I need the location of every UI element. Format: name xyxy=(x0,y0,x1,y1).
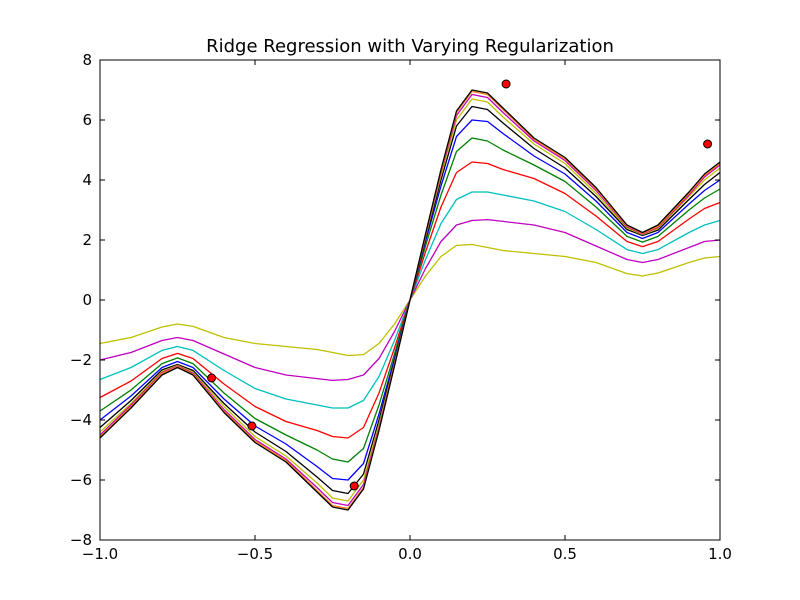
series-line-10 xyxy=(99,218,721,382)
x-tick-label: −0.5 xyxy=(237,545,273,563)
y-tick-label: −2 xyxy=(70,351,92,369)
chart-title: Ridge Regression with Varying Regulariza… xyxy=(206,36,614,57)
x-tick-label: 0.5 xyxy=(553,545,577,563)
y-tick-label: 0 xyxy=(82,291,92,309)
series-line-11 xyxy=(99,243,721,357)
x-tick-label: −1.0 xyxy=(82,545,118,563)
y-tick-label: 4 xyxy=(82,171,92,189)
ticks-layer: −1.0 −0.5 0.0 0.5 1.0 −8 −6 −4 −2 0 2 4 6 8 xyxy=(70,51,732,563)
series-line-9 xyxy=(99,191,721,409)
points-layer xyxy=(207,79,713,491)
y-tick-label: −4 xyxy=(70,411,92,429)
y-tick-label: −8 xyxy=(70,531,92,549)
data-point-2 xyxy=(247,421,257,431)
y-tick-label: 6 xyxy=(82,111,92,129)
y-tick-label: −6 xyxy=(70,471,92,489)
series-line-1 xyxy=(99,89,721,511)
y-tick-label: 8 xyxy=(82,51,92,69)
y-tick-label: 2 xyxy=(82,231,92,249)
data-point-3 xyxy=(349,481,359,491)
plot-area: −1.0 −0.5 0.0 0.5 1.0 −8 −6 −4 −2 0 2 4 6 8 xyxy=(70,51,732,563)
x-tick-label: 0.0 xyxy=(398,545,422,563)
series-layer xyxy=(99,89,721,511)
series-line-8 xyxy=(99,161,721,439)
data-point-4 xyxy=(501,79,511,89)
data-point-5 xyxy=(703,139,713,149)
data-point-1 xyxy=(207,373,217,383)
x-tick-label: 1.0 xyxy=(708,545,732,563)
